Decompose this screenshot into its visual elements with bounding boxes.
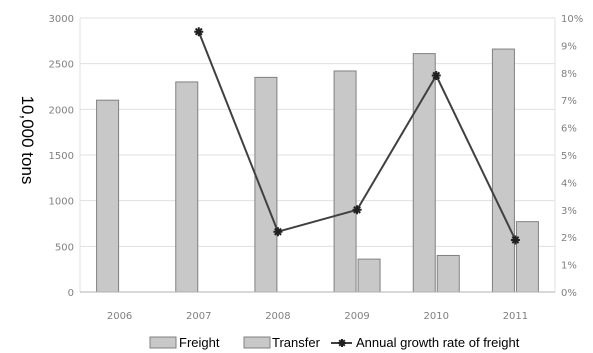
y-tick-label: 2000	[49, 105, 74, 116]
y-tick-label: 2500	[49, 60, 74, 71]
y2-tick-label: 2%	[561, 233, 577, 244]
bar-freight	[491, 48, 515, 293]
bar-freight	[254, 76, 278, 293]
bar-transfer	[436, 254, 460, 293]
legend-transfer-swatch	[243, 336, 271, 349]
growth-point	[352, 205, 362, 215]
y2-tick-label: 9%	[561, 41, 577, 52]
y2-tick-label: 0%	[561, 288, 577, 299]
y2-tick-label: 3%	[561, 206, 577, 217]
bar-freight	[96, 99, 120, 293]
legend-freight-label: Freight	[179, 335, 220, 350]
y-tick-label: 500	[55, 242, 74, 253]
bars	[96, 48, 539, 293]
y-tick-label: 1500	[49, 151, 74, 162]
growth-point	[431, 71, 441, 81]
y-tick-label: 0	[68, 288, 74, 299]
x-tick-label: 2011	[503, 311, 528, 322]
x-tick-label: 2010	[424, 311, 449, 322]
axes: 0 500 1000 1500 2000 2500 3000 0% 1% 2% 3% 4% 5% 6% 7%…	[49, 14, 584, 322]
growth-line	[194, 27, 520, 245]
y2-tick-label: 1%	[561, 261, 577, 272]
bar-freight	[333, 70, 357, 293]
legend-freight-swatch	[149, 336, 177, 349]
x-tick-label: 2008	[265, 311, 290, 322]
x-tick-label: 2007	[186, 311, 211, 322]
grid	[80, 17, 555, 293]
y2-tick-label: 6%	[561, 124, 577, 135]
y2-tick-label: 10%	[561, 14, 583, 25]
bar-transfer	[357, 258, 381, 293]
y-axis-label: 10,000 tons	[18, 96, 37, 185]
legend: Freight Transfer Annual growth rate of f…	[149, 335, 520, 350]
growth-point	[194, 27, 204, 37]
legend-growth-label: Annual growth rate of freight	[356, 335, 520, 350]
growth-point	[510, 235, 520, 245]
y2-tick-label: 8%	[561, 69, 577, 80]
y-tick-label: 1000	[49, 197, 74, 208]
y2-tick-label: 4%	[561, 178, 577, 189]
bar-freight	[175, 81, 199, 293]
growth-point	[273, 227, 283, 237]
x-tick-label: 2006	[107, 311, 132, 322]
bar-transfer	[515, 221, 539, 293]
y2-tick-label: 7%	[561, 96, 577, 107]
legend-growth-marker	[338, 339, 346, 347]
y2-tick-label: 5%	[561, 151, 577, 162]
y-tick-label: 3000	[49, 14, 74, 25]
x-tick-label: 2009	[344, 311, 369, 322]
legend-transfer-label: Transfer	[272, 335, 321, 350]
bar-freight	[412, 53, 436, 293]
